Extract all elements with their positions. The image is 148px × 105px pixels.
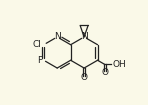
Text: OH: OH bbox=[112, 60, 126, 69]
Text: O: O bbox=[81, 73, 88, 82]
Text: Cl: Cl bbox=[32, 40, 41, 49]
Text: N: N bbox=[81, 32, 87, 41]
Text: O: O bbox=[101, 68, 108, 77]
Text: F: F bbox=[37, 56, 42, 65]
Text: N: N bbox=[54, 32, 61, 41]
